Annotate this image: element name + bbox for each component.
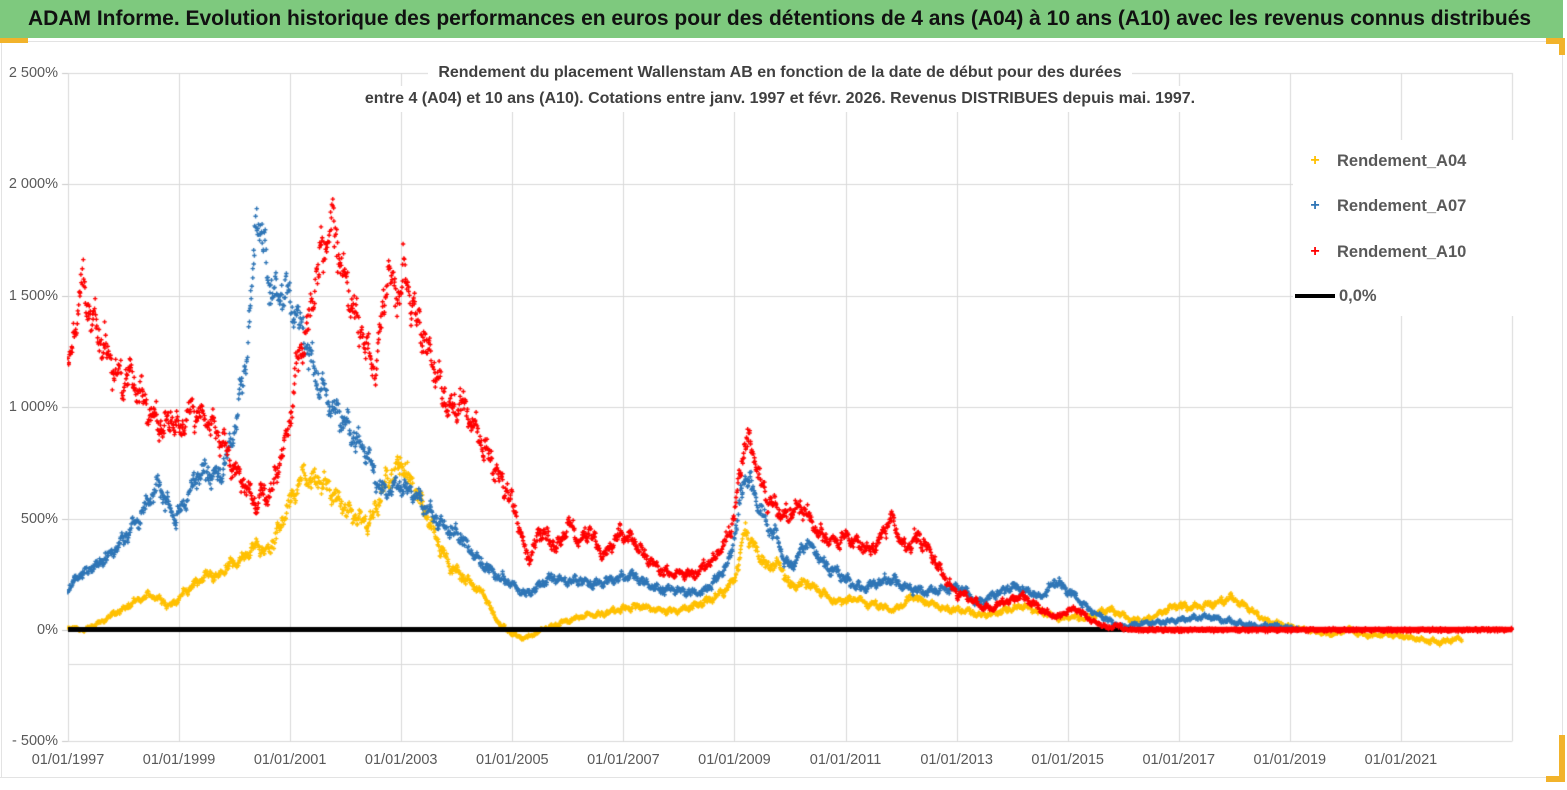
- legend-item-rendement-a07[interactable]: + Rendement_A07: [1293, 194, 1527, 218]
- y-tick-label: 1 000%: [8, 399, 58, 416]
- x-tick-label: 01/01/2001: [253, 752, 327, 768]
- legend-label: Rendement_A04: [1337, 151, 1467, 170]
- plus-marker-icon: +: [1310, 243, 1320, 260]
- x-tick-label: 01/01/2005: [476, 752, 549, 768]
- chart-title-line1: Rendement du placement Wallenstam AB en …: [428, 60, 1132, 86]
- x-tick-label: 01/01/2021: [1364, 752, 1438, 768]
- x-tick-label: 01/01/2003: [364, 752, 438, 768]
- x-tick-label: 01/01/2019: [1253, 752, 1327, 768]
- selection-handle-top-right-v[interactable]: [1559, 38, 1565, 55]
- x-tick-label: 01/01/2013: [920, 752, 993, 768]
- sheet-header-title: ADAM Informe. Evolution historique des p…: [28, 7, 1532, 30]
- legend-item-rendement-a04[interactable]: + Rendement_A04: [1293, 149, 1527, 173]
- selection-handle-bottom-right-v[interactable]: [1559, 735, 1565, 782]
- legend-label: Rendement_A10: [1337, 242, 1467, 261]
- chart-border-left: [1, 42, 2, 777]
- plus-marker-icon: +: [1310, 197, 1320, 214]
- x-tick-label: 01/01/2017: [1142, 752, 1216, 768]
- chart-title: Rendement du placement Wallenstam AB en …: [150, 60, 1410, 112]
- chart-border-bottom: [0, 777, 1548, 778]
- sheet-header-banner: ADAM Informe. Evolution historique des p…: [0, 0, 1563, 38]
- legend-item-rendement-a10[interactable]: + Rendement_A10: [1293, 240, 1527, 264]
- y-tick-label: 0%: [37, 622, 58, 638]
- chart-title-line2: entre 4 (A04) et 10 ans (A10). Cotations…: [354, 86, 1206, 112]
- y-tick-label: - 500%: [12, 733, 58, 750]
- x-tick-label: 01/01/2009: [698, 752, 771, 768]
- y-tick-label: 1 500%: [8, 287, 58, 304]
- y-tick-label: 500%: [20, 510, 58, 527]
- legend-item-zero-line[interactable]: 0,0%: [1293, 284, 1527, 308]
- chart-border-top: [0, 41, 1546, 42]
- selection-handle-bottom-right-h[interactable]: [1546, 776, 1565, 782]
- chart-border-right: [1562, 54, 1563, 737]
- y-tick-label: 2 500%: [8, 65, 58, 81]
- legend-label: Rendement_A07: [1337, 196, 1467, 215]
- legend-label: 0,0%: [1339, 286, 1377, 305]
- plus-marker-icon: +: [1310, 152, 1320, 169]
- selection-handle-top-left[interactable]: [0, 38, 28, 43]
- x-tick-label: 01/01/1999: [142, 752, 216, 768]
- chart-legend: + Rendement_A04 + Rendement_A07 + Rendem…: [1293, 140, 1527, 316]
- x-tick-label: 01/01/2011: [809, 752, 882, 768]
- x-tick-label: 01/01/2015: [1031, 752, 1104, 768]
- line-swatch-icon: [1295, 294, 1335, 298]
- selection-handle-top-right-h[interactable]: [1546, 38, 1565, 44]
- y-tick-label: 2 000%: [8, 176, 58, 193]
- x-tick-label: 01/01/2007: [587, 752, 660, 768]
- x-tick-label: 01/01/1997: [31, 752, 105, 768]
